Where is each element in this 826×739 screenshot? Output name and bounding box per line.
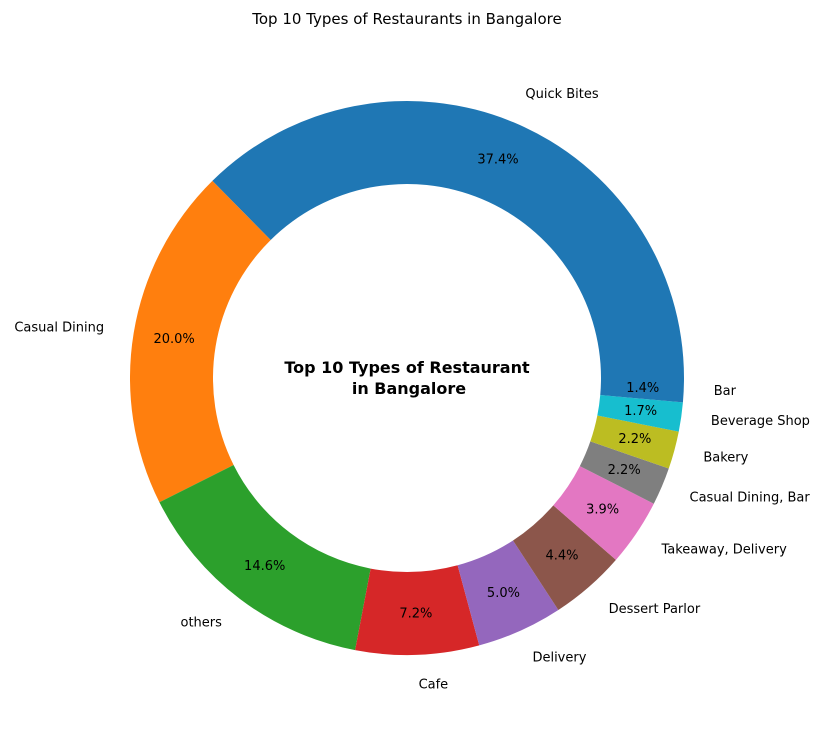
slices-group [129, 100, 684, 655]
category-label-quick-bites: Quick Bites [525, 87, 599, 102]
percent-label-bakery: 2.2% [618, 432, 651, 447]
percent-label-beverage-shop: 1.7% [624, 404, 657, 419]
slice-takeaway-delivery [553, 466, 654, 560]
center-label-line-1: Top 10 Types of Restaurant [284, 358, 530, 377]
slice-casual-dining [129, 180, 271, 503]
category-label-delivery: Delivery [532, 651, 586, 666]
percent-label-casual-dining: 20.0% [153, 332, 194, 347]
center-label-line-2: in Bangalore [352, 379, 466, 398]
slice-casual-dining-bar [579, 441, 669, 504]
category-label-dessert-parlor: Dessert Parlor [609, 602, 701, 617]
slice-dessert-parlor [513, 505, 616, 610]
percent-label-quick-bites: 37.4% [477, 153, 518, 168]
category-label-beverage-shop: Beverage Shop [711, 414, 810, 429]
slice-quick-bites [212, 100, 684, 378]
category-label-takeaway-delivery: Takeaway, Delivery [660, 542, 787, 557]
category-label-casual-dining: Casual Dining [14, 321, 104, 336]
category-label-bar: Bar [714, 384, 737, 399]
percent-label-casual-dining-bar: 2.2% [608, 463, 641, 478]
percent-label-delivery: 5.0% [487, 586, 520, 601]
slice-beverage-shop [597, 395, 683, 432]
percent-label-cafe: 7.2% [399, 606, 432, 621]
percent-label-others: 14.6% [244, 559, 285, 574]
percent-labels-group: 37.4% 20.0% 14.6% 7.2% 5.0% 4.4% 3.9% 2.2% 2.2% 1… [153, 153, 659, 622]
percent-label-bar: 1.4% [626, 381, 659, 396]
category-label-others: others [180, 615, 222, 630]
category-labels-group: Quick Bites Casual Dining others Cafe Delive… [14, 87, 810, 692]
percent-label-dessert-parlor: 4.4% [545, 549, 578, 564]
percent-label-takeaway-delivery: 3.9% [586, 503, 619, 518]
slice-cafe [355, 565, 480, 655]
category-label-casual-dining-bar: Casual Dining, Bar [690, 491, 811, 506]
chart-title: Top 10 Types of Restaurants in Bangalore [251, 10, 561, 28]
category-label-bakery: Bakery [703, 451, 748, 466]
slice-delivery [457, 540, 559, 646]
slice-bakery [590, 415, 679, 469]
slice-bar [600, 378, 684, 403]
category-label-cafe: Cafe [419, 677, 449, 692]
slice-others [159, 464, 371, 651]
